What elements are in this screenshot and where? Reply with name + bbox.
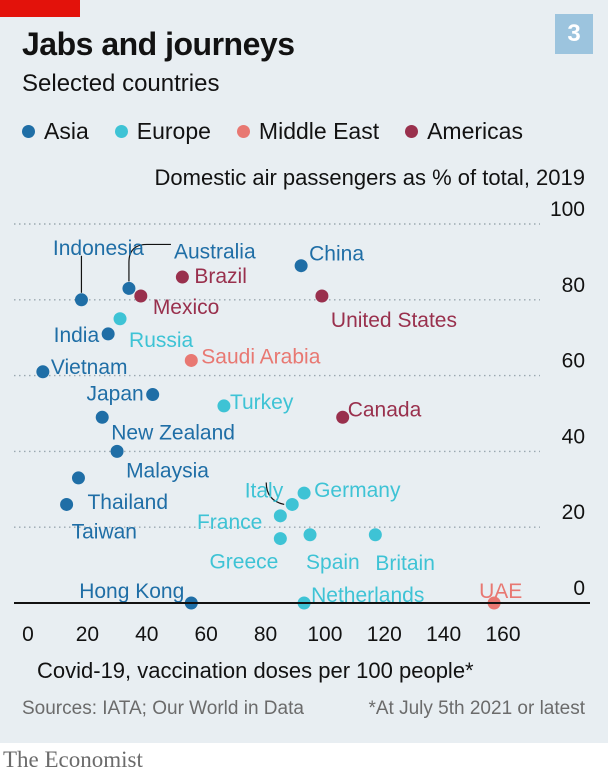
point-label-greece: Greece [209, 551, 278, 574]
point-label-indonesia: Indonesia [53, 237, 144, 260]
y-axis-title: Domestic air passengers as % of total, 2… [155, 165, 585, 190]
legend-label: Europe [136, 118, 211, 144]
point-label-saudi-arabia: Saudi Arabia [201, 345, 320, 368]
x-tick-label: 0 [22, 623, 34, 646]
point-russia [113, 312, 127, 326]
legend-label: Americas [427, 118, 523, 144]
chart-subtitle: Selected countries [22, 70, 220, 97]
y-tick-label: 0 [573, 577, 585, 600]
y-tick-label: 100 [550, 198, 585, 221]
leader-line [128, 243, 171, 282]
axis-layer: 0 20 40 60 80 100 0 20 40 60 80 100 120 140 160 Domesti… [14, 165, 590, 683]
point-label-spain: Spain [306, 551, 360, 574]
legend-label: Asia [44, 118, 89, 144]
x-tick-label: 120 [367, 623, 402, 646]
publisher-brand: The Economist [3, 747, 143, 772]
legend-item-middle-east: Middle East [236, 118, 380, 145]
legend-item-americas: Americas [405, 118, 523, 145]
legend-dot-icon [405, 125, 419, 138]
point-label-new-zealand: New Zealand [111, 421, 235, 444]
point-italy [285, 497, 299, 511]
leader-line [265, 482, 285, 506]
point-spain [303, 528, 317, 542]
point-label-united-states: United States [331, 309, 457, 332]
brand-accent-bar [0, 0, 80, 17]
x-axis-title: Covid-19, vaccination doses per 100 peop… [37, 658, 474, 683]
point-china [294, 259, 308, 273]
points-layer [36, 259, 501, 610]
point-label-russia: Russia [129, 329, 194, 352]
point-france [273, 509, 287, 523]
point-indonesia [74, 293, 88, 307]
point-india [101, 327, 115, 341]
source-note: Sources: IATA; Our World in Data [22, 698, 304, 719]
point-label-brazil: Brazil [194, 265, 247, 288]
legend-dot-icon [114, 125, 128, 138]
legend-item-asia: Asia [22, 118, 89, 145]
point-australia [122, 281, 136, 295]
point-saudi-arabia [184, 353, 198, 367]
x-tick-label: 20 [76, 623, 99, 646]
point-label-mexico: Mexico [153, 296, 220, 319]
point-taiwan [60, 497, 74, 511]
point-germany [297, 486, 311, 500]
point-new-zealand [95, 410, 109, 424]
point-brazil [175, 270, 189, 284]
leader-lines [80, 243, 285, 506]
chart-title: Jabs and journeys [22, 26, 295, 62]
point-label-italy: Italy [245, 479, 284, 502]
footnote: *At July 5th 2021 or latest [368, 698, 585, 719]
point-mexico [134, 289, 148, 303]
x-tick-label: 60 [194, 623, 217, 646]
point-label-japan: Japan [86, 383, 143, 406]
point-label-malaysia: Malaysia [126, 459, 209, 482]
point-label-britain: Britain [375, 552, 435, 575]
y-tick-label: 40 [562, 425, 585, 448]
chart-number-badge: 3 [555, 14, 593, 54]
x-tick-label: 140 [426, 623, 461, 646]
point-label-uae: UAE [479, 580, 522, 603]
point-label-france: France [197, 511, 262, 534]
point-label-australia: Australia [174, 240, 256, 263]
point-turkey [217, 399, 231, 413]
point-label-hong-kong: Hong Kong [79, 580, 184, 603]
legend-item-europe: Europe [114, 118, 211, 145]
point-label-india: India [54, 324, 100, 347]
point-label-germany: Germany [314, 479, 401, 502]
point-label-thailand: Thailand [87, 491, 168, 514]
point-thailand [71, 471, 85, 485]
x-tick-label: 160 [485, 623, 520, 646]
point-label-vietnam: Vietnam [51, 356, 128, 379]
x-tick-label: 80 [254, 623, 277, 646]
legend-dot-icon [236, 125, 250, 138]
legend-label: Middle East [258, 118, 380, 144]
point-britain [368, 528, 382, 542]
y-tick-label: 80 [562, 274, 585, 297]
y-tick-label: 20 [562, 501, 585, 524]
point-label-taiwan: Taiwan [72, 520, 137, 543]
point-united-states [315, 289, 329, 303]
point-canada [336, 410, 350, 424]
x-tick-label: 100 [307, 623, 342, 646]
chart-panel [0, 0, 608, 743]
legend-dot-icon [22, 125, 35, 138]
point-label-canada: Canada [348, 398, 422, 421]
x-tick-label: 40 [135, 623, 158, 646]
point-malaysia [110, 444, 124, 458]
y-tick-label: 60 [562, 350, 585, 373]
point-japan [146, 388, 160, 402]
point-label-turkey: Turkey [230, 391, 294, 414]
point-vietnam [36, 365, 50, 379]
legend: Asia Europe Middle East Americas [22, 118, 549, 145]
point-label-china: China [309, 243, 364, 266]
point-greece [273, 532, 287, 546]
point-label-netherlands: Netherlands [311, 584, 424, 607]
